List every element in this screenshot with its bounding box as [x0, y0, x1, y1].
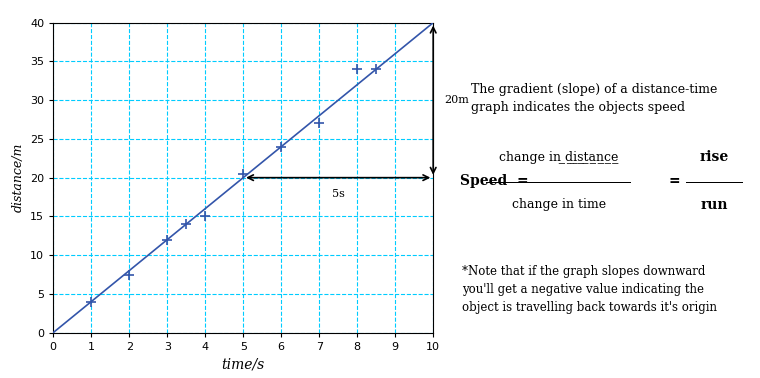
Y-axis label: distance/m: distance/m [11, 143, 24, 212]
Point [370, 66, 382, 72]
Text: 20m: 20m [445, 95, 470, 105]
Point [351, 66, 363, 72]
Text: change in time: change in time [511, 198, 606, 211]
Text: run: run [701, 198, 728, 212]
Point [85, 299, 97, 305]
Text: 5s: 5s [332, 189, 344, 199]
Text: *Note that if the graph slopes downward
you'll get a negative value indicating t: *Note that if the graph slopes downward … [462, 265, 717, 314]
Text: rise: rise [700, 150, 729, 164]
Point [161, 237, 173, 243]
Point [237, 171, 249, 177]
Text: The gradient (slope) of a distance-time
graph indicates the objects speed: The gradient (slope) of a distance-time … [471, 83, 717, 114]
Point [275, 144, 287, 150]
Point [180, 221, 192, 227]
X-axis label: time/s: time/s [222, 357, 264, 371]
Text: change in ̲d̲i̲s̲t̲a̲n̲c̲e̲: change in ̲d̲i̲s̲t̲a̲n̲c̲e̲ [499, 152, 619, 164]
Point [313, 121, 325, 127]
Point [199, 213, 211, 219]
Text: Speed  =: Speed = [460, 174, 534, 189]
Point [123, 271, 135, 277]
Text: =: = [669, 174, 690, 189]
